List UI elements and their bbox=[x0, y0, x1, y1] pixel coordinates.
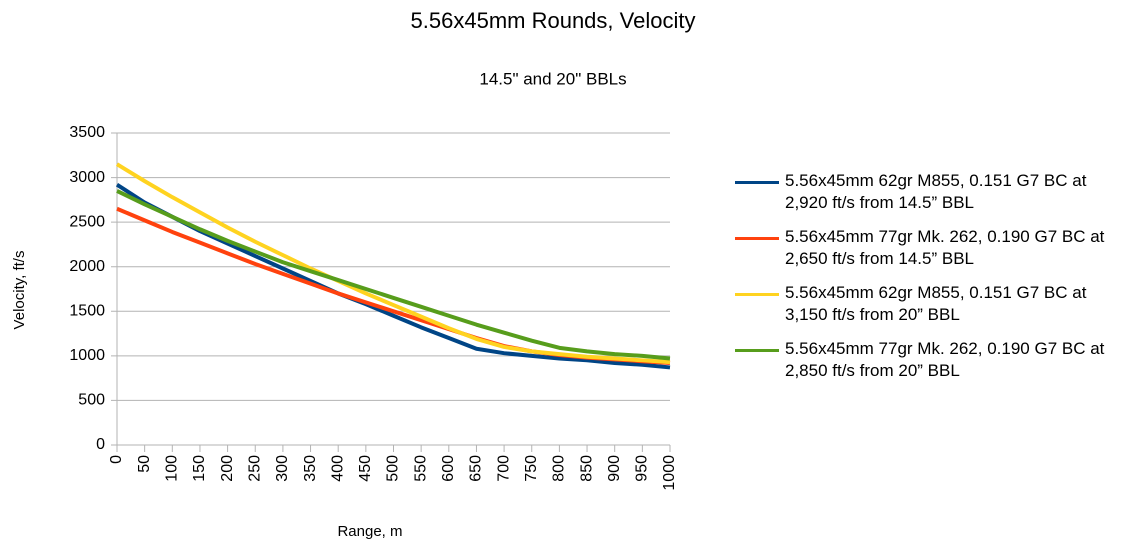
series-line bbox=[115, 162, 671, 365]
legend-label: 5.56x45mm 77gr Mk. 262, 0.190 G7 BC at 2… bbox=[785, 339, 1105, 380]
x-tick-label: 750 bbox=[523, 455, 540, 482]
x-tick-label: 650 bbox=[468, 455, 485, 482]
x-tick-label: 150 bbox=[191, 455, 208, 482]
y-tick-label: 2000 bbox=[69, 258, 105, 275]
x-tick-label: 250 bbox=[246, 455, 263, 482]
x-tick-label: 300 bbox=[274, 455, 291, 482]
y-tick-label: 1000 bbox=[69, 347, 105, 364]
y-tick-label: 1500 bbox=[69, 303, 105, 320]
y-axis-label: Velocity, ft/s bbox=[11, 251, 28, 330]
x-tick-label: 100 bbox=[164, 455, 181, 482]
x-tick-label: 1000 bbox=[661, 455, 678, 491]
legend-swatch bbox=[735, 237, 779, 240]
x-tick-label: 550 bbox=[412, 455, 429, 482]
chart-title: 5.56x45mm Rounds, Velocity bbox=[411, 8, 696, 33]
x-tick-label: 950 bbox=[634, 455, 651, 482]
legend-swatch bbox=[735, 349, 779, 352]
y-tick-label: 3000 bbox=[69, 169, 105, 186]
x-tick-label: 600 bbox=[440, 455, 457, 482]
legend-label: 5.56x45mm 77gr Mk. 262, 0.190 G7 BC at 2… bbox=[785, 227, 1105, 268]
y-tick-label: 500 bbox=[78, 392, 105, 409]
x-axis-label: Range, m bbox=[337, 523, 402, 540]
chart-subtitle: 14.5" and 20" BBLs bbox=[479, 69, 626, 88]
x-tick-label: 200 bbox=[219, 455, 236, 482]
x-tick-label: 0 bbox=[108, 455, 125, 464]
x-tick-label: 450 bbox=[357, 455, 374, 482]
legend-swatch bbox=[735, 181, 779, 184]
y-tick-label: 3500 bbox=[69, 124, 105, 141]
legend-swatch bbox=[735, 293, 779, 296]
legend-label: 5.56x45mm 62gr M855, 0.151 G7 BC at 3,15… bbox=[785, 283, 1087, 324]
x-tick-label: 400 bbox=[329, 455, 346, 482]
x-tick-label: 850 bbox=[578, 455, 595, 482]
x-tick-label: 800 bbox=[551, 455, 568, 482]
x-tick-label: 900 bbox=[606, 455, 623, 482]
x-tick-label: 350 bbox=[302, 455, 319, 482]
y-tick-label: 0 bbox=[96, 436, 105, 453]
legend-entry: 5.56x45mm 62gr M855, 0.151 G7 BC at 3,15… bbox=[735, 282, 1115, 326]
legend-entry: 5.56x45mm 77gr Mk. 262, 0.190 G7 BC at 2… bbox=[735, 338, 1115, 382]
series-line bbox=[116, 189, 671, 361]
x-tick-label: 50 bbox=[136, 455, 153, 473]
legend-label: 5.56x45mm 62gr M855, 0.151 G7 BC at 2,92… bbox=[785, 171, 1087, 212]
y-tick-label: 2500 bbox=[69, 213, 105, 230]
x-tick-label: 500 bbox=[385, 455, 402, 482]
legend-entry: 5.56x45mm 62gr M855, 0.151 G7 BC at 2,92… bbox=[735, 170, 1115, 214]
legend-entry: 5.56x45mm 77gr Mk. 262, 0.190 G7 BC at 2… bbox=[735, 226, 1115, 270]
x-tick-label: 700 bbox=[495, 455, 512, 482]
